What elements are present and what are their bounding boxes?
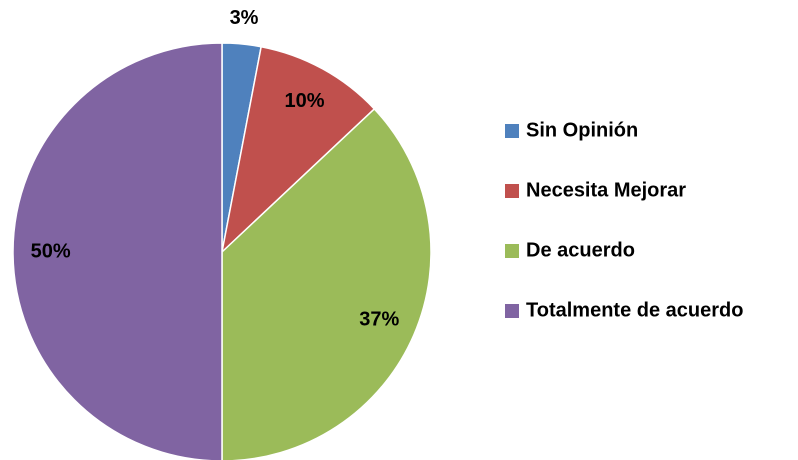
legend-swatch — [505, 244, 519, 258]
data-label: 37% — [359, 308, 399, 330]
data-label: 3% — [230, 7, 259, 29]
data-label: 50% — [31, 240, 71, 262]
legend-swatch — [505, 124, 519, 138]
legend-label: Sin Opinión — [526, 119, 638, 141]
pie-slice — [12, 42, 223, 460]
legend-swatch — [505, 304, 519, 318]
legend-label: Totalmente de acuerdo — [526, 299, 743, 321]
pie-slice — [220, 45, 376, 255]
legend-swatch — [505, 184, 519, 198]
legend-label: De acuerdo — [526, 239, 635, 261]
pie-slice — [221, 107, 432, 460]
data-label: 10% — [285, 90, 325, 112]
legend-label: Necesita Mejorar — [526, 179, 686, 201]
